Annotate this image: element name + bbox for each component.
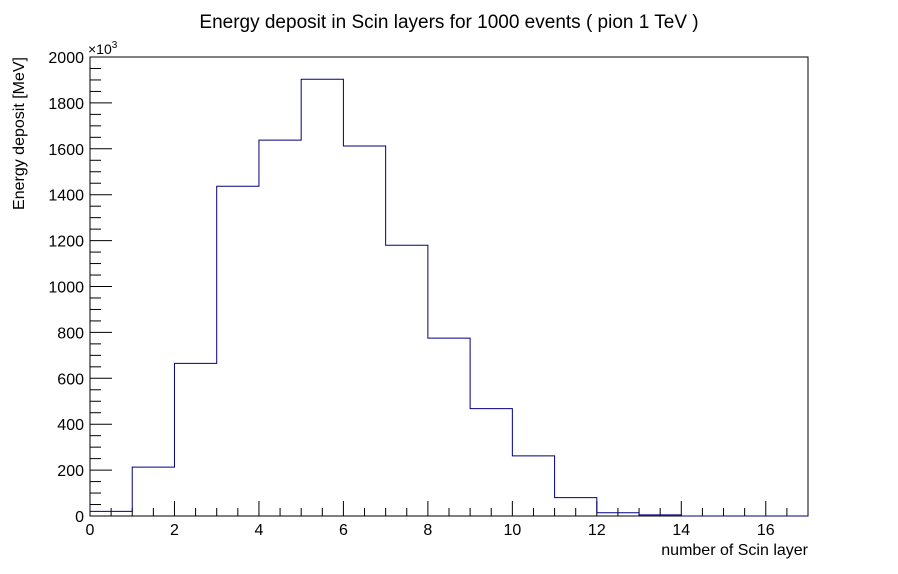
histogram-bin — [174, 363, 216, 516]
x-axis-label: number of Scin layer — [661, 542, 808, 559]
y-tick-label: 600 — [57, 371, 84, 388]
y-tick-label: 1400 — [48, 188, 84, 205]
y-tick-label: 2000 — [48, 50, 84, 67]
chart-title: Energy deposit in Scin layers for 1000 e… — [199, 12, 698, 33]
x-tick-label: 0 — [86, 522, 95, 539]
y-tick-label: 400 — [57, 417, 84, 434]
y-axis-label: Energy deposit [MeV] — [11, 57, 28, 210]
y-multiplier-exponent: 3 — [112, 40, 118, 51]
y-tick-label: 200 — [57, 463, 84, 480]
histogram-bin — [132, 467, 174, 516]
histogram-bin — [512, 456, 554, 516]
histogram-bin — [301, 79, 343, 516]
histogram-bin — [470, 409, 512, 516]
y-tick-label: 1800 — [48, 96, 84, 113]
y-tick-label: 800 — [57, 325, 84, 342]
histogram-bin — [259, 140, 301, 516]
histogram-outline — [90, 78, 808, 517]
y-axis-multiplier: ×103 — [88, 40, 118, 57]
y-tick-label: 0 — [75, 509, 84, 526]
y-tick-label: 1600 — [48, 142, 84, 159]
histogram-bin — [428, 338, 470, 516]
y-multiplier-base: ×10 — [88, 41, 112, 57]
x-tick-label: 12 — [588, 522, 606, 539]
axes: 0 200 400 600 800 1000 1200 1400 1600 1800 2000 0 2 4… — [48, 50, 809, 539]
x-tick-label: 2 — [170, 522, 179, 539]
x-tick-label: 10 — [503, 522, 521, 539]
histogram-bin — [217, 186, 259, 516]
histogram-bin — [343, 146, 385, 516]
histogram-series — [90, 78, 808, 517]
y-tick-label: 1000 — [48, 280, 84, 297]
x-tick-label: 14 — [672, 522, 690, 539]
histogram-bin — [386, 245, 428, 516]
x-tick-label: 6 — [339, 522, 348, 539]
histogram-bin — [90, 511, 132, 516]
y-tick-label: 1200 — [48, 234, 84, 251]
x-tick-label: 4 — [254, 522, 263, 539]
histogram-bin — [555, 498, 597, 516]
x-tick-label: 8 — [423, 522, 432, 539]
x-tick-label: 16 — [757, 522, 775, 539]
